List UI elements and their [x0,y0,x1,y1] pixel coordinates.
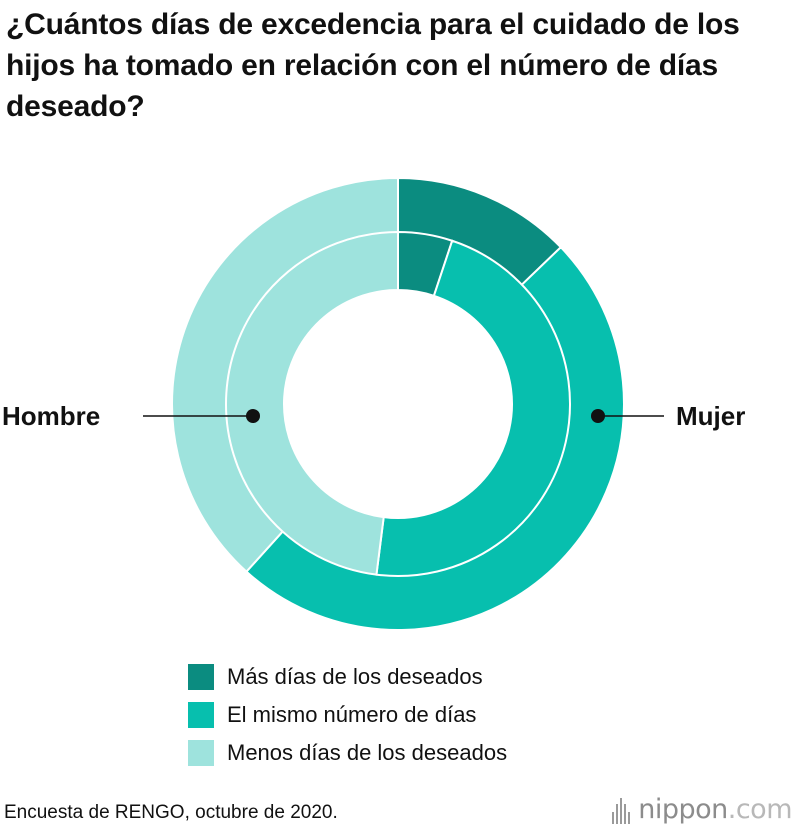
brand-name: nippon [638,794,728,825]
slice-mujer-1 [375,239,571,577]
legend-item-more-days: Más días de los deseados [188,658,507,696]
nippon-bars-icon [612,796,632,824]
legend: Más días de los deseados El mismo número… [188,658,507,772]
nippon-logo: nippon.com [612,794,793,825]
legend-item-fewer-days: Menos días de los deseados [188,734,507,772]
legend-swatch-fewer-days [188,740,214,766]
legend-label-fewer-days: Menos días de los deseados [227,740,508,765]
legend-swatch-same-days [188,702,214,728]
legend-label-same-days: El mismo número de días [227,702,477,727]
leader-dot-mujer [591,409,605,423]
chart-title: ¿Cuántos días de excedencia para el cuid… [6,8,740,123]
legend-item-same-days: El mismo número de días [188,696,507,734]
slice-mujer-2 [224,230,399,576]
legend-label-more-days: Más días de los deseados [227,664,483,689]
nested-donut-chart: Hombre Mujer [2,176,745,631]
leader-dot-hombre [246,409,260,423]
label-hombre: Hombre [2,401,100,431]
legend-swatch-more-days [188,664,214,690]
brand-suffix: .com [727,794,793,825]
label-mujer: Mujer [676,401,745,431]
source-note: Encuesta de RENGO, octubre de 2020. [4,802,338,823]
brand-wordmark: nippon.com [638,794,792,825]
